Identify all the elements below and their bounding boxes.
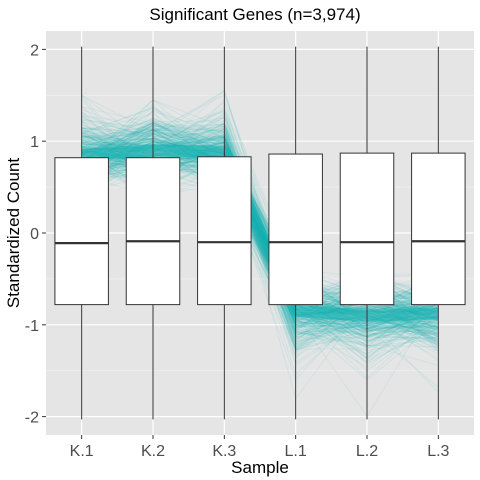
x-tick-label: K.2: [141, 443, 165, 460]
y-tick-label: 0: [30, 226, 39, 243]
gene-profile-line: [81, 99, 439, 350]
chart-title: Significant Genes (n=3,974): [149, 5, 360, 24]
gene-profile-line: [81, 132, 439, 326]
box-body: [125, 157, 181, 306]
box-L.2: [339, 46, 395, 420]
gene-profile-line: [81, 110, 439, 336]
box-K.3: [197, 46, 252, 420]
gene-profile-line: [81, 127, 439, 311]
y-tick-label: -1: [25, 318, 39, 335]
x-axis-ticks: K.1 K.2 K.3 L.1 L.2 L.3: [70, 435, 450, 460]
box-K.1: [54, 46, 109, 420]
x-tick-label: K.1: [70, 443, 94, 460]
x-axis-title: Sample: [231, 458, 289, 477]
gene-profile-line: [81, 119, 439, 334]
box-body: [54, 157, 109, 306]
box-K.2: [125, 46, 181, 420]
gene-profile-line: [81, 137, 439, 339]
gene-profile-line: [81, 129, 439, 345]
box-L.3: [411, 46, 466, 420]
box-body: [268, 153, 323, 306]
gene-profile-line: [81, 124, 439, 333]
gene-profile-line: [81, 138, 439, 328]
y-tick-label: -2: [25, 410, 39, 427]
box-L.1: [268, 46, 323, 420]
y-tick-label: 2: [30, 42, 39, 59]
gene-profile-line: [81, 131, 439, 347]
x-tick-label: L.3: [427, 443, 449, 460]
box-plots: [54, 46, 466, 420]
minor-gridlines: [46, 94, 474, 372]
box-body: [197, 156, 252, 306]
y-axis-ticks: -2 -1 0 1 2: [25, 42, 46, 427]
y-axis-title: Standardized Count: [4, 158, 23, 309]
box-body: [411, 152, 466, 306]
x-tick-label: L.2: [356, 443, 378, 460]
gene-profile-core: [81, 144, 439, 322]
gene-profile-line: [81, 110, 439, 330]
gene-profile-line: [81, 93, 439, 329]
box-body: [339, 152, 395, 306]
y-tick-label: 1: [30, 134, 39, 151]
x-tick-label: L.1: [285, 443, 307, 460]
gene-profile-line: [81, 117, 439, 319]
x-tick-label: K.3: [212, 443, 236, 460]
